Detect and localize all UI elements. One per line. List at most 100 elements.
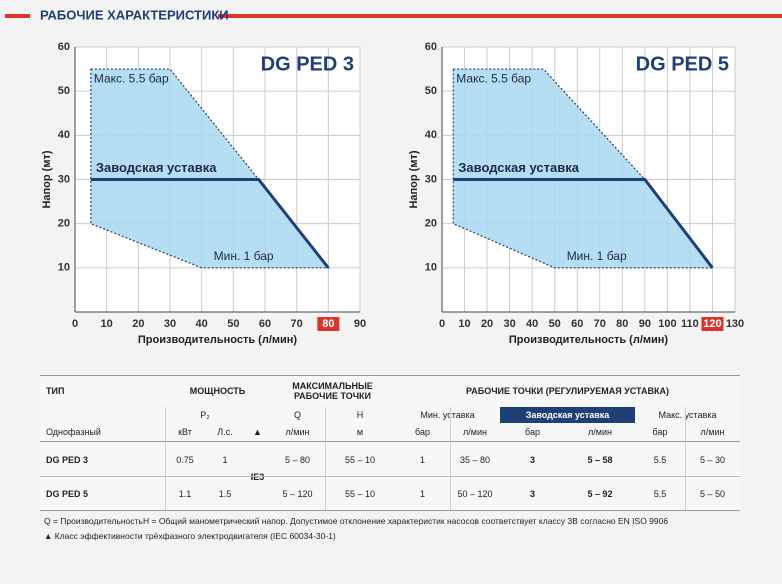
- y-tick-label: 50: [425, 85, 437, 97]
- x-tick-label: 90: [639, 318, 651, 330]
- unit-cell: л/мин: [463, 426, 487, 437]
- y-tick-label: 10: [425, 262, 437, 274]
- table-cell: 1.1: [178, 488, 192, 499]
- table-cell: 5 – 30: [699, 454, 726, 465]
- table-cell: 5 – 120: [282, 488, 313, 499]
- x-axis-label: Производительность (л/мин): [509, 334, 669, 346]
- x-tick-label: 40: [196, 318, 208, 330]
- group-header: МОЩНОСТЬ: [189, 385, 246, 396]
- table-rule: [40, 375, 740, 376]
- table-rule: [40, 510, 740, 511]
- x-axis-label: Производительность (л/мин): [138, 334, 298, 346]
- x-tick-label: 80: [616, 318, 628, 330]
- y-tick-label: 10: [58, 262, 70, 274]
- table-cell: 3: [529, 488, 535, 499]
- annotation: Макс. 5.5 бар: [94, 71, 169, 85]
- x-tick-label: 120: [703, 318, 721, 330]
- table-rule: [685, 407, 686, 510]
- table-cell: 1: [419, 488, 425, 499]
- factory-setting-line: [90, 178, 330, 269]
- table-cell: DG PED 3: [46, 454, 89, 465]
- unit-cell: л/мин: [588, 426, 612, 437]
- group-header: ТИП: [46, 385, 65, 396]
- x-tick-label: 10: [458, 318, 470, 330]
- footnote: H = Общий манометрический напор. Допусти…: [143, 516, 669, 526]
- y-tick-label: 40: [425, 129, 437, 141]
- x-tick-label: 50: [549, 318, 561, 330]
- sub-header: Заводская уставка: [500, 407, 635, 423]
- table-rule: [325, 407, 326, 510]
- y-axis-label: Напор (мт): [41, 150, 53, 208]
- unit-cell: л/мин: [700, 426, 725, 437]
- table-cell: 1.5: [218, 488, 232, 499]
- table-rule: [40, 441, 740, 442]
- table-cell: 55 – 10: [344, 454, 376, 465]
- chart-title: DG PED 3: [261, 53, 354, 75]
- x-tick-label: 70: [594, 318, 606, 330]
- table-rule: [165, 407, 166, 510]
- sub-header: P₂: [200, 409, 210, 420]
- x-tick-label: 0: [72, 318, 78, 330]
- y-tick-label: 50: [58, 85, 70, 97]
- line-label: Заводская уставка: [96, 160, 217, 175]
- operating-region: [452, 68, 714, 269]
- table-cell: 5.5: [653, 488, 667, 499]
- sub-header: Макс. уставка: [658, 409, 717, 420]
- line-label: Заводская уставка: [458, 160, 579, 175]
- unit-cell: л/мин: [285, 426, 310, 437]
- y-axis-label: Напор (мт): [408, 150, 420, 208]
- unit-cell: кВт: [178, 426, 192, 437]
- x-tick-label: 20: [481, 318, 493, 330]
- x-tick-label: 50: [227, 318, 239, 330]
- table: ТИП МОЩНОСТЬ МАКСИМАЛЬНЫЕ РАБОЧИЕ ТОЧКИ РАБ…: [40, 375, 740, 511]
- unit-cell: Однофазный: [46, 426, 101, 437]
- footnote: ▲ Класс эффективности трёхфазного электр…: [44, 531, 336, 541]
- x-tick-label: 90: [354, 318, 366, 330]
- annotation: Мин. 1 бар: [214, 249, 274, 263]
- table-cell: 55 – 10: [344, 488, 376, 499]
- x-tick-label: 110: [681, 318, 699, 330]
- y-tick-label: 30: [58, 173, 70, 185]
- table-cell: 50 – 120: [457, 488, 493, 499]
- x-tick-label: 100: [658, 318, 676, 330]
- unit-cell: бар: [652, 426, 668, 437]
- x-tick-label: 80: [322, 318, 334, 330]
- x-tick-label: 20: [132, 318, 144, 330]
- x-tick-label: 70: [291, 318, 303, 330]
- header-rule: [5, 14, 30, 18]
- group-header: РАБОЧИЕ ТОЧКИ (РЕГУЛИРУЕМАЯ УСТАВКА): [466, 385, 669, 396]
- x-tick-label: 130: [726, 318, 744, 330]
- y-tick-label: 20: [425, 218, 437, 230]
- y-tick-label: 60: [58, 41, 70, 53]
- sub-header: Q: [293, 409, 301, 420]
- table-cell: 0.75: [176, 454, 194, 465]
- y-tick-label: 40: [58, 129, 70, 141]
- x-tick-label: 30: [164, 318, 176, 330]
- footnote: Q = Производительность: [44, 516, 143, 526]
- unit-cell: м: [356, 426, 364, 437]
- tick-highlight: [701, 317, 724, 331]
- factory-setting-line: [453, 178, 714, 269]
- efficiency-class: IE3: [245, 443, 270, 511]
- table-cell: 5 – 80: [284, 454, 311, 465]
- header-title: РАБОЧИЕ ХАРАКТЕРИСТИКИ: [40, 7, 229, 22]
- unit-cell: бар: [525, 426, 540, 437]
- x-tick-label: 60: [259, 318, 271, 330]
- table-rule: [450, 407, 451, 510]
- sub-header: H: [356, 409, 364, 420]
- x-tick-label: 60: [571, 318, 583, 330]
- header-rule: [218, 14, 782, 18]
- annotation: Макс. 5.5 бар: [456, 71, 531, 85]
- x-tick-label: 10: [101, 318, 113, 330]
- table-cell: 5 – 58: [587, 454, 613, 465]
- sub-header: Мин. уставка: [420, 409, 475, 420]
- x-tick-label: 0: [439, 318, 445, 330]
- unit-cell: Л.с.: [217, 426, 233, 437]
- chart-title: DG PED 5: [636, 53, 729, 75]
- table-cell: 1: [419, 454, 425, 465]
- x-tick-label: 40: [526, 318, 538, 330]
- table-cell: 5 – 92: [587, 488, 613, 499]
- x-tick-label: 30: [503, 318, 515, 330]
